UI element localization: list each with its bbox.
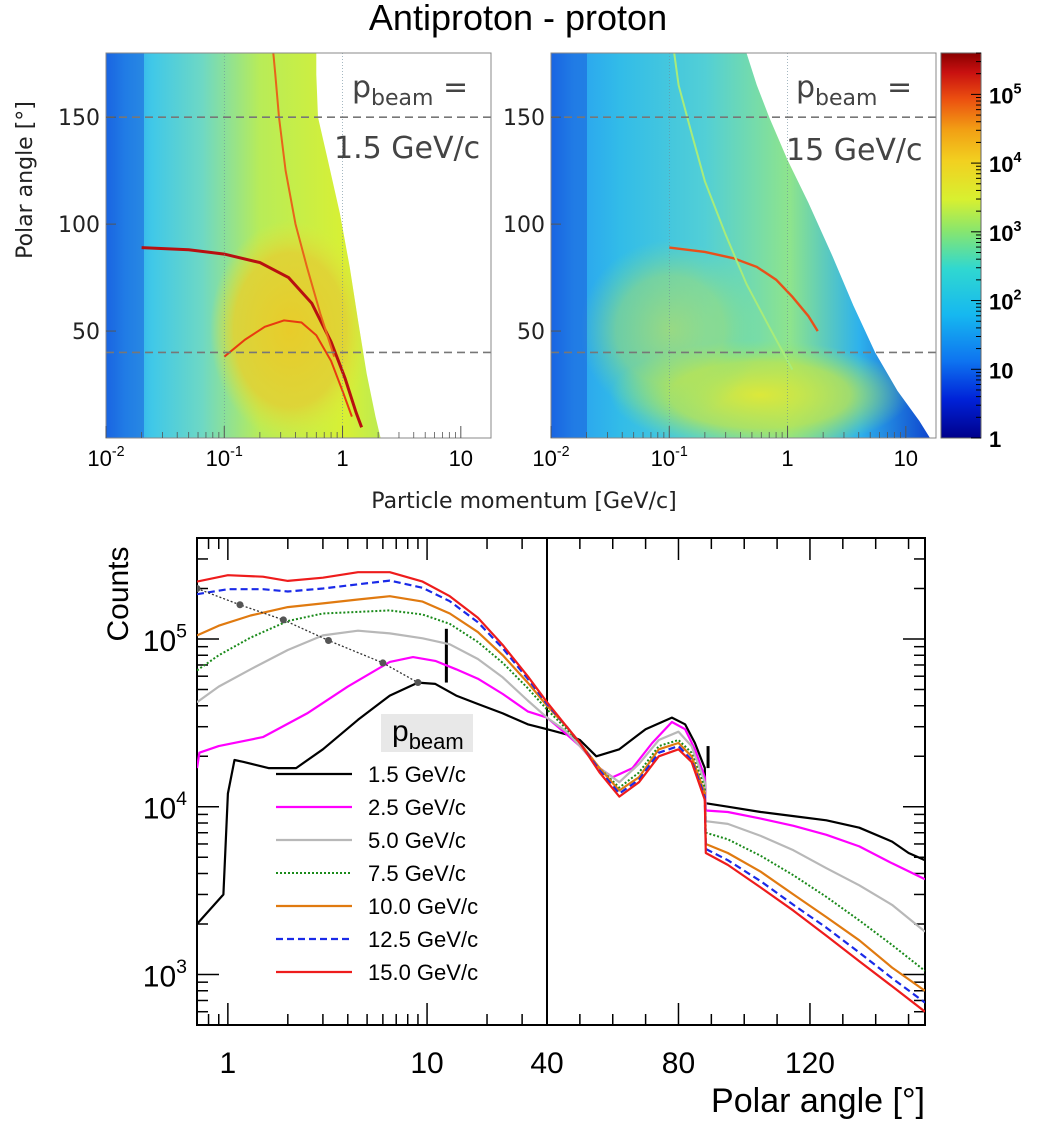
- heatmap-left-steep-band: [272, 52, 336, 358]
- heatmap-left-edge-band: [106, 53, 144, 438]
- line-chart-frame: [196, 537, 926, 1026]
- heatmap-x-tick-label: 1: [336, 446, 348, 471]
- series-line-7: [197, 571, 925, 1013]
- heatmap-y-tick-label: 100: [58, 213, 100, 238]
- y-tick-label: 105: [143, 620, 187, 658]
- heatmap-left-axis-frame: [105, 52, 492, 439]
- legend-title: pbeam: [392, 715, 464, 754]
- peak-marker: [279, 616, 287, 624]
- peak-marker: [414, 679, 422, 687]
- heatmap-y-tick-label: 50: [72, 320, 100, 345]
- line-chart: 103 104 105 1 10 40 80 120 pbeam 1.5 GeV/c 2.5 G…: [102, 537, 926, 1120]
- heatmap-y-tick-label: 150: [58, 106, 100, 131]
- colorbar-tick-label: 104: [989, 150, 1021, 177]
- legend-label-4: 7.5 GeV/c: [368, 861, 466, 886]
- peak-marker: [236, 601, 244, 609]
- colorbar-tick-label: 102: [989, 288, 1021, 315]
- heatmap-x-tick-label: 10-1: [651, 444, 688, 471]
- heatmap-x-tick-label: 10-1: [206, 444, 243, 471]
- annotation-right-line1: pbeam =: [796, 70, 912, 111]
- legend-title-bg: [381, 714, 473, 752]
- peak-marker: [379, 659, 387, 667]
- heatmap-y-tick-label: 100: [503, 213, 545, 238]
- colorbar-tick-label: 105: [989, 81, 1021, 108]
- y-axis-label-counts: Counts: [102, 546, 135, 641]
- legend-label-7: 15.0 GeV/c: [368, 960, 478, 985]
- peak-marker: [197, 584, 201, 592]
- heatmap-right-annotation: pbeam = 15 GeV/c: [786, 70, 923, 168]
- heatmap-x-tick-label: 10-2: [87, 444, 124, 471]
- colorbar-gradient: [940, 52, 982, 439]
- peak-trend-line: [197, 587, 419, 684]
- legend: pbeam 1.5 GeV/c 2.5 GeV/c 5.0 GeV/c 7.5 GeV…: [276, 714, 478, 985]
- colorbar-tick-label: 1: [989, 427, 1001, 452]
- colorbar: 1 10 102 103 104 105: [940, 52, 1021, 452]
- x-tick-label: 120: [785, 1047, 835, 1080]
- annotation-left-line1: pbeam =: [352, 70, 468, 111]
- heatmap-right-steep-band: [673, 52, 794, 371]
- heatmap-left-annotation: pbeam = 1.5 GeV/c: [334, 70, 480, 166]
- heatmap-left: 10-2 10-1 1 10 50 100 150 pbeam = 1.5 GeV/c Po…: [13, 52, 492, 471]
- heatmap-right-elastic-arc: [669, 246, 819, 332]
- x-tick-label: 1: [220, 1047, 237, 1080]
- peak-marker: [324, 636, 332, 644]
- annotation-left-line2: 1.5 GeV/c: [334, 131, 480, 166]
- legend-label-6: 12.5 GeV/c: [368, 927, 478, 952]
- legend-label-2: 2.5 GeV/c: [368, 795, 466, 820]
- heatmap-x-tick-label: 10: [894, 446, 918, 471]
- heatmap-left-secondary-arc: [223, 319, 353, 417]
- heatmap-right-mid-region: [580, 240, 760, 420]
- legend-label-1: 1.5 GeV/c: [368, 762, 466, 787]
- y-axis-label: Polar angle [°]: [13, 101, 38, 259]
- x-axis-label-top: Particle momentum [GeV/c]: [371, 489, 676, 514]
- heatmap-x-tick-label: 10-2: [532, 444, 569, 471]
- x-tick-label: 10: [410, 1047, 443, 1080]
- x-tick-label: 40: [530, 1047, 563, 1080]
- annotation-right-line2: 15 GeV/c: [786, 133, 923, 168]
- heatmap-y-tick-label: 150: [503, 106, 545, 131]
- colorbar-tick-label: 10: [989, 358, 1013, 383]
- heatmap-left-elastic-arc: [141, 246, 364, 428]
- heatmap-x-tick-label: 10: [449, 446, 473, 471]
- colorbar-tick-label: 103: [989, 219, 1021, 246]
- heatmap-y-tick-label: 50: [517, 320, 545, 345]
- heatmap-left-hot-region: [210, 220, 370, 438]
- x-axis-label-polar: Polar angle [°]: [711, 1082, 925, 1120]
- heatmap-right-edge-band: [551, 53, 587, 438]
- legend-label-5: 10.0 GeV/c: [368, 894, 478, 919]
- heatmap-x-tick-label: 1: [781, 446, 793, 471]
- heatmap-right-axis-frame: [550, 52, 937, 439]
- legend-label-3: 5.0 GeV/c: [368, 828, 466, 853]
- y-tick-label: 103: [143, 956, 187, 994]
- figure-title: Antiproton - proton: [369, 0, 667, 38]
- x-tick-label: 80: [662, 1047, 695, 1080]
- heatmap-right: 10-2 10-1 1 10 50 100 150 pbeam = 15 GeV/c Par…: [371, 52, 937, 514]
- y-tick-label: 104: [143, 788, 187, 826]
